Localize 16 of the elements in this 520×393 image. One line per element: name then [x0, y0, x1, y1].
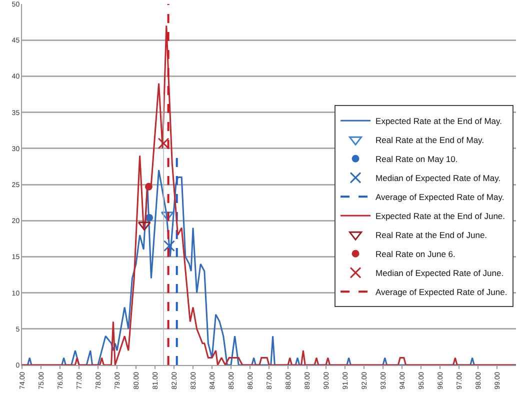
- legend-label: Real Rate on May 10.: [376, 154, 458, 164]
- point: [144, 182, 152, 190]
- legend-label: Median of Expected Rate of June.: [376, 268, 504, 278]
- point: [164, 240, 175, 252]
- legend-label: Real Rate at the End of June.: [376, 230, 488, 240]
- legend-label: Real Rate on June 6.: [376, 248, 456, 259]
- point: [146, 214, 154, 222]
- point: [138, 222, 151, 231]
- point: [160, 212, 174, 221]
- legend-label: Real Rate at the End of May.: [376, 134, 484, 145]
- legend-label: Average of Expected Rate of May.: [376, 192, 504, 202]
- legend-label: Median of Expected Rate of May.: [376, 172, 501, 183]
- legend-label: Expected Rate at the End of June.: [376, 210, 506, 221]
- legend-label: Average of Expected Rate of June.: [376, 286, 508, 297]
- point: [158, 138, 170, 150]
- legend-label: Expected Rate at the End of May.: [376, 116, 502, 126]
